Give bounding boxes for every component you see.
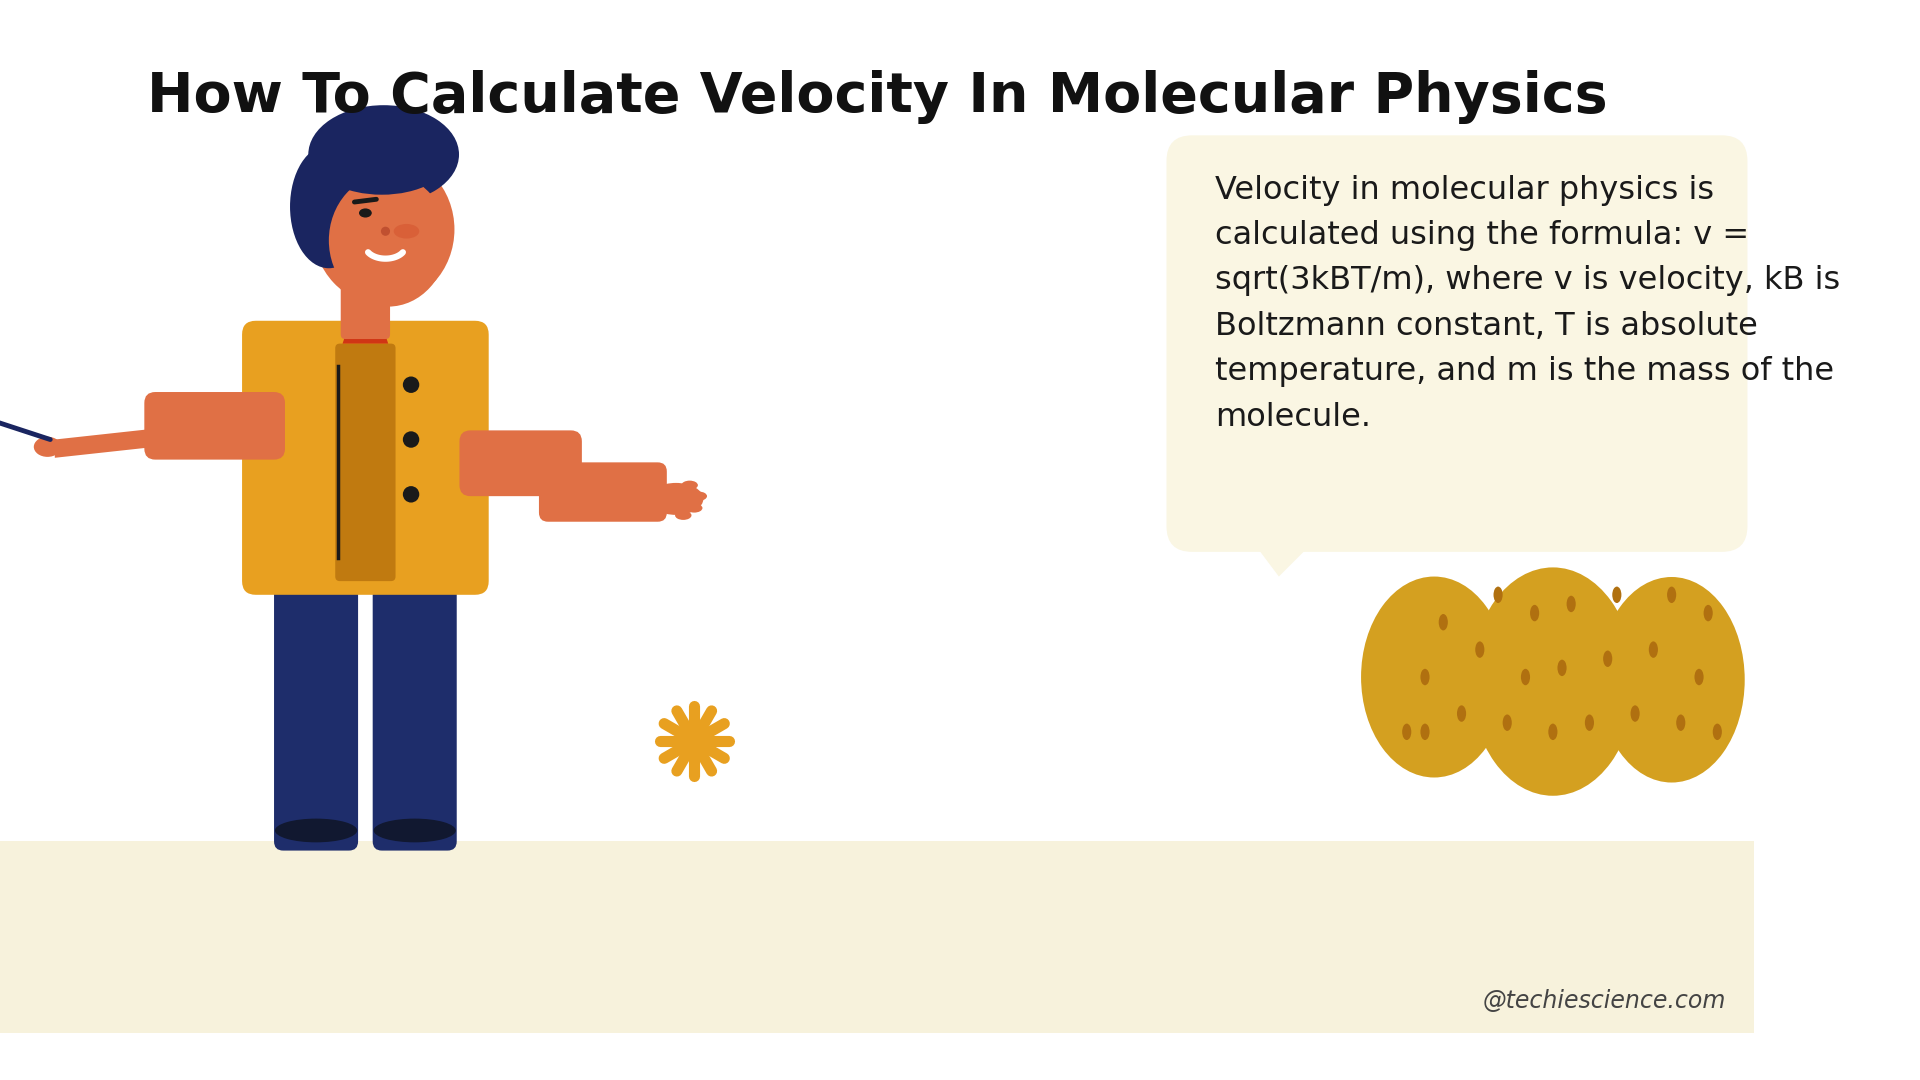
Circle shape	[403, 486, 419, 502]
Polygon shape	[56, 429, 156, 458]
Ellipse shape	[1421, 724, 1430, 740]
Ellipse shape	[1521, 669, 1530, 685]
Ellipse shape	[1438, 615, 1448, 631]
Ellipse shape	[649, 483, 703, 515]
Polygon shape	[1238, 522, 1334, 577]
Ellipse shape	[1557, 660, 1567, 676]
Ellipse shape	[1402, 724, 1411, 740]
Ellipse shape	[1713, 724, 1722, 740]
Ellipse shape	[35, 436, 61, 457]
Ellipse shape	[685, 503, 703, 513]
Ellipse shape	[1471, 567, 1636, 796]
FancyBboxPatch shape	[144, 392, 284, 460]
Ellipse shape	[1494, 586, 1503, 603]
FancyBboxPatch shape	[242, 321, 490, 595]
Ellipse shape	[1649, 642, 1659, 658]
Ellipse shape	[1703, 605, 1713, 621]
FancyBboxPatch shape	[372, 558, 457, 851]
FancyBboxPatch shape	[1167, 135, 1747, 552]
Ellipse shape	[394, 224, 419, 239]
Ellipse shape	[1667, 586, 1676, 603]
FancyBboxPatch shape	[275, 558, 357, 851]
Text: @techiescience.com: @techiescience.com	[1482, 989, 1726, 1013]
Ellipse shape	[691, 491, 707, 501]
Ellipse shape	[676, 511, 691, 519]
Ellipse shape	[309, 105, 459, 204]
Ellipse shape	[1421, 669, 1430, 685]
Ellipse shape	[315, 122, 449, 194]
Polygon shape	[0, 841, 1753, 1034]
Ellipse shape	[275, 819, 357, 842]
Circle shape	[403, 431, 419, 448]
FancyBboxPatch shape	[340, 282, 390, 339]
Ellipse shape	[1584, 715, 1594, 731]
Ellipse shape	[328, 174, 447, 307]
Text: How To Calculate Velocity In Molecular Physics: How To Calculate Velocity In Molecular P…	[146, 69, 1607, 123]
Ellipse shape	[1695, 669, 1703, 685]
Ellipse shape	[1503, 715, 1511, 731]
Ellipse shape	[1457, 705, 1467, 721]
Circle shape	[380, 227, 390, 235]
Polygon shape	[342, 316, 388, 343]
Ellipse shape	[374, 819, 455, 842]
FancyBboxPatch shape	[540, 462, 666, 522]
Ellipse shape	[682, 481, 697, 489]
Circle shape	[403, 377, 419, 393]
Ellipse shape	[1361, 577, 1507, 778]
Ellipse shape	[1676, 715, 1686, 731]
Ellipse shape	[1630, 705, 1640, 721]
Ellipse shape	[1603, 650, 1613, 667]
Ellipse shape	[1530, 605, 1540, 621]
Ellipse shape	[300, 200, 349, 259]
Ellipse shape	[359, 208, 372, 217]
Ellipse shape	[1548, 724, 1557, 740]
Ellipse shape	[290, 145, 367, 268]
Ellipse shape	[313, 154, 455, 305]
Ellipse shape	[1613, 586, 1620, 603]
Text: Velocity in molecular physics is
calculated using the formula: v =
sqrt(3kBT/m),: Velocity in molecular physics is calcula…	[1215, 175, 1839, 433]
Ellipse shape	[1567, 596, 1576, 612]
Ellipse shape	[1475, 642, 1484, 658]
FancyBboxPatch shape	[459, 431, 582, 496]
FancyBboxPatch shape	[336, 343, 396, 581]
Ellipse shape	[1599, 577, 1745, 783]
